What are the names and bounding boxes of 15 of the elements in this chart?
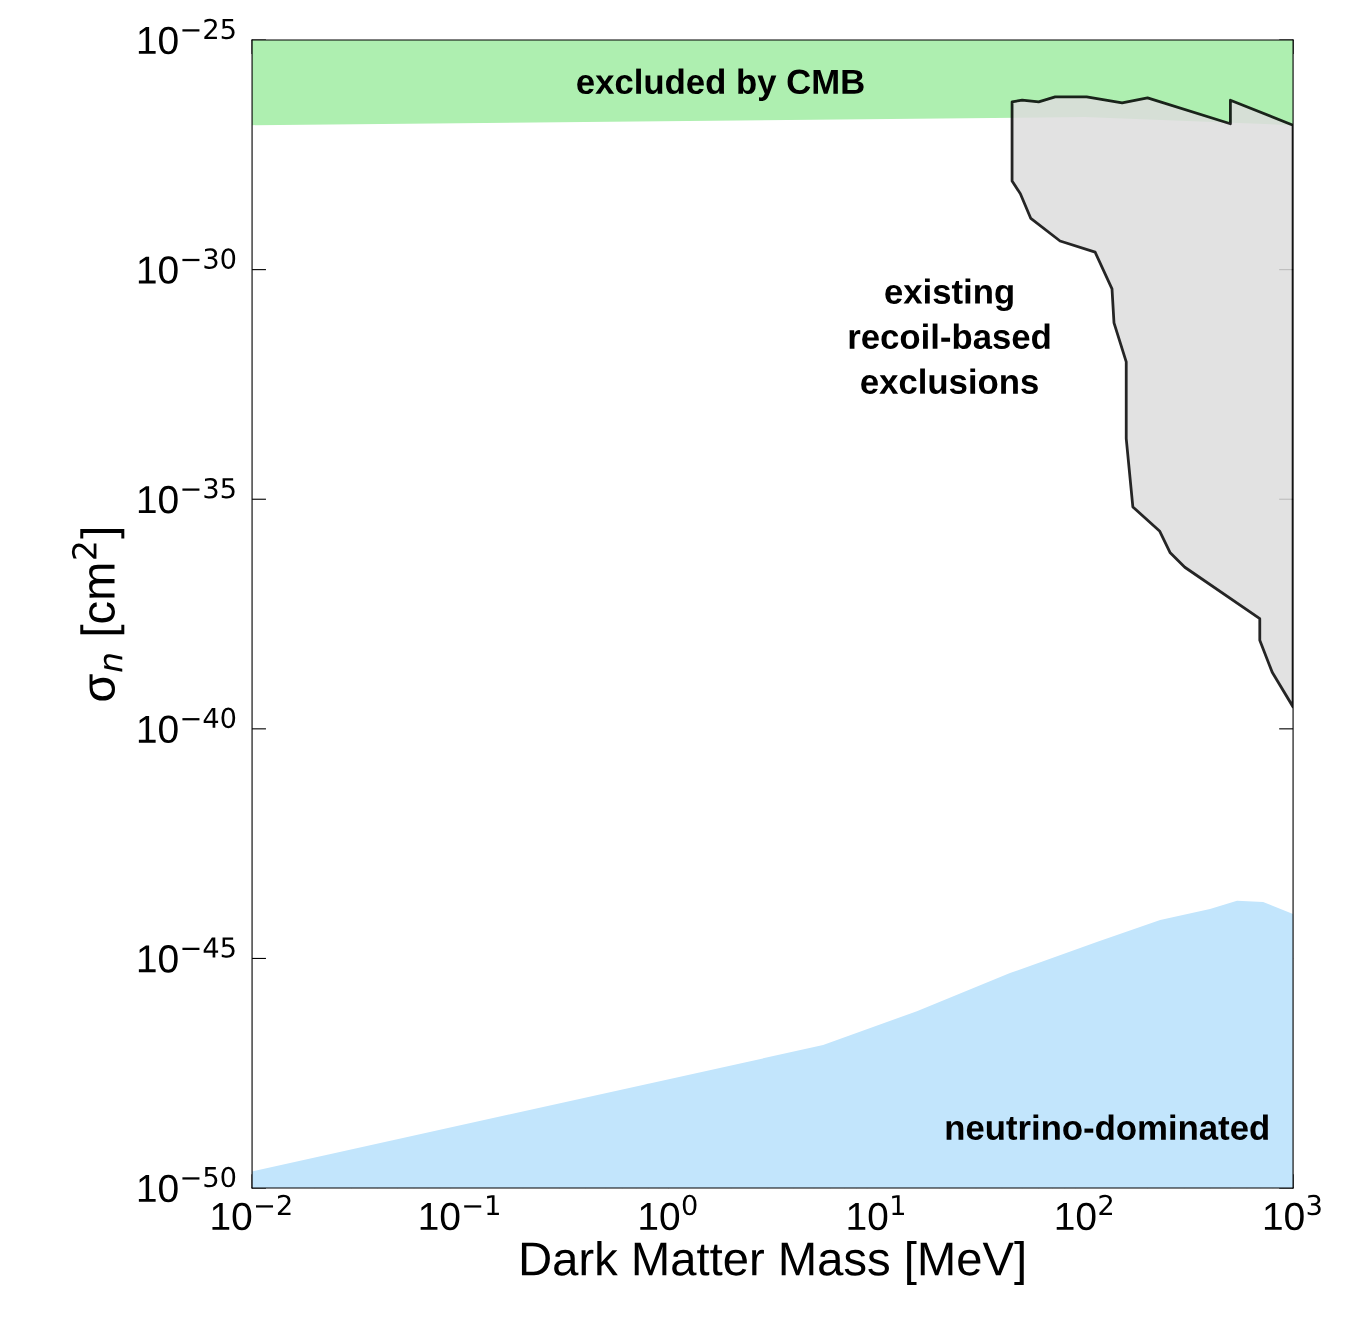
x-axis-title: Dark Matter Mass [MeV] <box>521 1240 1024 1285</box>
x-tick-label: 10$^{1}$ <box>848 1195 904 1231</box>
y-tick-label: 10$^{−40}$ <box>138 707 236 744</box>
y-tick-label: 10$^{−25}$ <box>138 18 235 55</box>
annotation: excluded by CMB <box>577 68 864 101</box>
y-tick-label: 10$^{−30}$ <box>138 248 236 284</box>
x-tick-label: 10$^{2}$ <box>1056 1194 1112 1231</box>
x-tick-label: 10$^{−1}$ <box>420 1195 499 1231</box>
annotation: neutrino-dominated <box>946 1114 1268 1140</box>
y-tick-label: 10$^{−35}$ <box>138 477 235 514</box>
x-tick-label: 10$^{3}$ <box>1264 1194 1321 1231</box>
y-axis-title: σ$_{n}$ [cm$^{2}$] <box>71 529 125 701</box>
y-tick-label: 10$^{−45}$ <box>138 937 235 973</box>
annotation: existing recoil-based exclusions <box>849 278 1050 394</box>
x-tick-label: 10$^{0}$ <box>640 1194 697 1231</box>
